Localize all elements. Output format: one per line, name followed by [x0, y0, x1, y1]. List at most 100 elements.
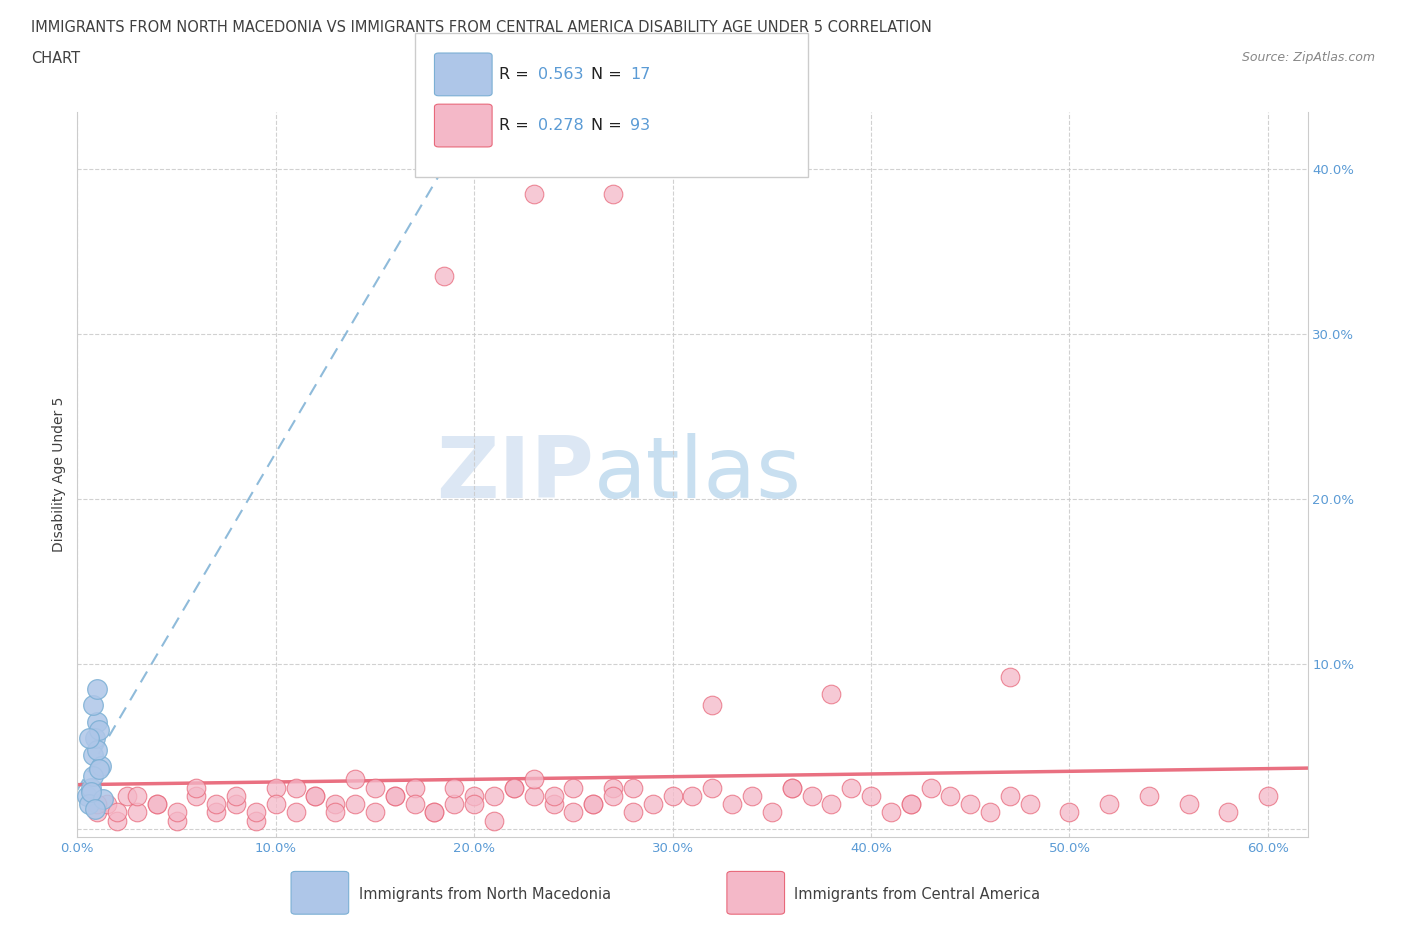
Point — [780, 780, 803, 795]
Point — [502, 780, 524, 795]
Text: IMMIGRANTS FROM NORTH MACEDONIA VS IMMIGRANTS FROM CENTRAL AMERICA DISABILITY AG: IMMIGRANTS FROM NORTH MACEDONIA VS IMMIG… — [31, 20, 932, 35]
Point — [384, 789, 406, 804]
Point — [641, 797, 664, 812]
Text: Immigrants from Central America: Immigrants from Central America — [794, 887, 1040, 902]
Point — [562, 780, 585, 795]
Point — [344, 772, 367, 787]
Text: ZIP: ZIP — [436, 432, 595, 516]
Text: CHART: CHART — [31, 51, 80, 66]
Point — [245, 804, 267, 819]
Point — [105, 804, 128, 819]
Point — [384, 789, 406, 804]
Point — [323, 797, 346, 812]
Point — [166, 813, 188, 828]
Point — [80, 785, 103, 800]
Point — [84, 731, 107, 746]
Text: R =: R = — [499, 118, 534, 133]
Point — [323, 804, 346, 819]
Point — [463, 789, 485, 804]
Point — [86, 714, 108, 729]
Point — [89, 762, 111, 777]
Point — [433, 269, 456, 284]
Point — [82, 698, 104, 712]
Point — [86, 742, 108, 757]
Point — [621, 780, 644, 795]
Point — [125, 789, 148, 804]
Point — [741, 789, 763, 804]
Point — [562, 804, 585, 819]
Point — [115, 789, 138, 804]
Point — [482, 789, 505, 804]
Point — [820, 686, 842, 701]
Point — [543, 797, 565, 812]
Point — [443, 797, 465, 812]
Point — [602, 789, 624, 804]
Text: Immigrants from North Macedonia: Immigrants from North Macedonia — [359, 887, 610, 902]
Text: 17: 17 — [630, 67, 650, 82]
Point — [105, 813, 128, 828]
Point — [523, 187, 546, 202]
Point — [304, 789, 326, 804]
Text: R =: R = — [499, 67, 534, 82]
Text: N =: N = — [591, 118, 627, 133]
Point — [602, 780, 624, 795]
Point — [145, 797, 167, 812]
Point — [284, 780, 307, 795]
Point — [225, 789, 247, 804]
Point — [582, 797, 605, 812]
Point — [998, 670, 1021, 684]
Point — [264, 780, 287, 795]
Point — [1018, 797, 1040, 812]
Point — [225, 797, 247, 812]
Point — [979, 804, 1001, 819]
Point — [1257, 789, 1279, 804]
Point — [82, 768, 104, 783]
Point — [482, 813, 505, 828]
Point — [245, 813, 267, 828]
Point — [205, 797, 228, 812]
Point — [84, 802, 107, 817]
Point — [780, 780, 803, 795]
Text: N =: N = — [591, 67, 627, 82]
Point — [186, 789, 208, 804]
Point — [998, 789, 1021, 804]
Point — [77, 797, 100, 812]
Point — [543, 789, 565, 804]
Point — [582, 797, 605, 812]
Point — [166, 804, 188, 819]
Point — [1059, 804, 1081, 819]
Point — [76, 789, 98, 804]
Point — [900, 797, 922, 812]
Point — [920, 780, 942, 795]
Point — [86, 797, 108, 812]
Point — [364, 804, 387, 819]
Point — [939, 789, 962, 804]
Point — [304, 789, 326, 804]
Point — [423, 804, 446, 819]
Point — [284, 804, 307, 819]
Point — [86, 681, 108, 696]
Point — [602, 187, 624, 202]
Y-axis label: Disability Age Under 5: Disability Age Under 5 — [52, 396, 66, 552]
Point — [89, 723, 111, 737]
Point — [344, 797, 367, 812]
Point — [702, 780, 724, 795]
Point — [900, 797, 922, 812]
Text: Source: ZipAtlas.com: Source: ZipAtlas.com — [1241, 51, 1375, 64]
Point — [91, 791, 114, 806]
Point — [423, 804, 446, 819]
Point — [90, 759, 112, 774]
Point — [77, 731, 100, 746]
Point — [96, 797, 118, 812]
Text: 0.278: 0.278 — [538, 118, 585, 133]
Point — [702, 698, 724, 712]
Point — [880, 804, 903, 819]
Text: 0.563: 0.563 — [538, 67, 583, 82]
Text: atlas: atlas — [595, 432, 801, 516]
Point — [959, 797, 981, 812]
Point — [443, 780, 465, 795]
Point — [125, 804, 148, 819]
Point — [205, 804, 228, 819]
Point — [80, 780, 103, 795]
Point — [761, 804, 783, 819]
